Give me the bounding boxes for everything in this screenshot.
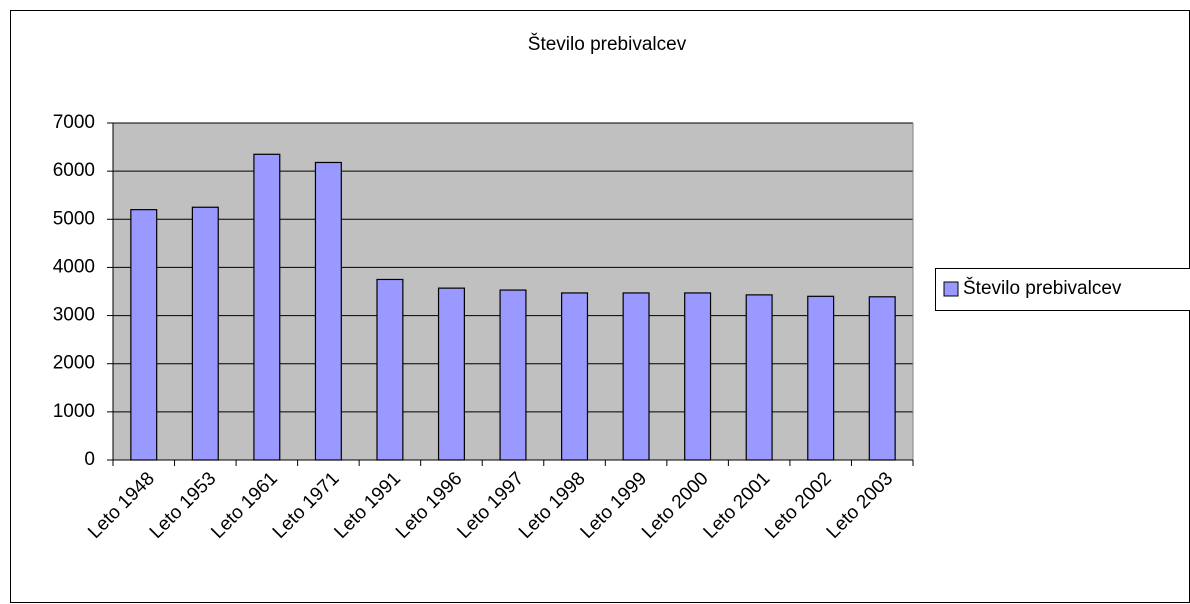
bar [437,287,465,461]
bar [684,292,712,461]
y-tick-label: 3000 [53,305,95,326]
y-tick-label: 7000 [53,112,95,133]
bar [191,206,219,461]
legend-swatch [943,281,959,297]
legend-box [935,268,1190,311]
bar [745,294,773,461]
legend-label: Število prebivalcev [963,277,1122,299]
chart-title: Število prebivalcev [528,33,687,55]
y-tick-label: 2000 [53,353,95,374]
bar [130,209,158,461]
bar [314,161,342,461]
y-tick-label: 4000 [53,256,95,277]
y-tick-label: 1000 [53,401,95,422]
bar [561,292,589,461]
bar [253,153,281,461]
bar [807,295,835,461]
bar [376,278,404,461]
bar [868,296,896,461]
y-tick-label: 0 [84,449,95,470]
bar [499,289,527,461]
y-tick-label: 5000 [53,208,95,229]
bar [622,292,650,461]
y-tick-label: 6000 [53,160,95,181]
